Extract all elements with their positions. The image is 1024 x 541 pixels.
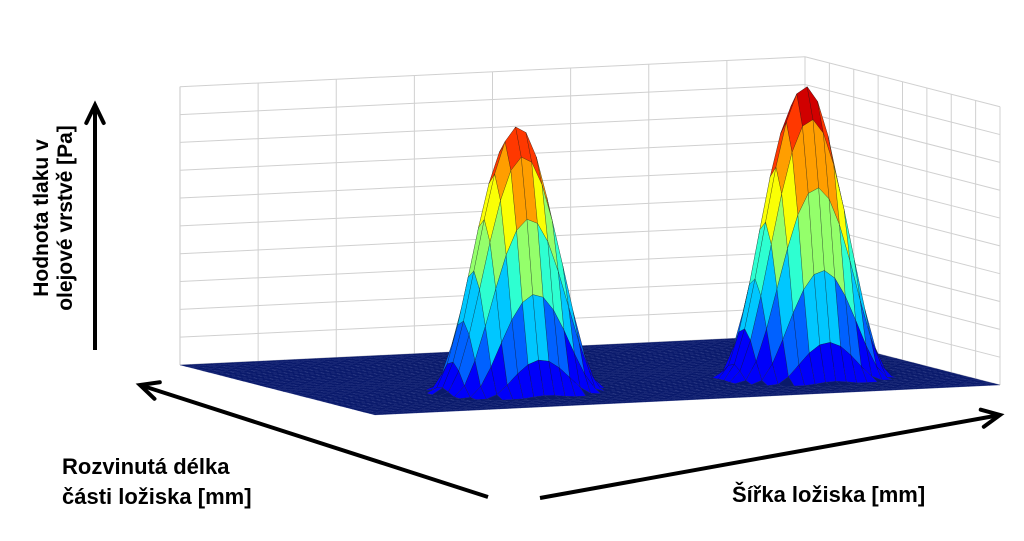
z-axis-label-line-1: Hodnota tlaku v bbox=[30, 139, 53, 297]
grid-line bbox=[804, 84, 1001, 136]
surface bbox=[179, 85, 1001, 416]
grid-line bbox=[179, 139, 806, 171]
grid-line bbox=[804, 167, 1001, 219]
grid-line bbox=[804, 139, 1001, 191]
z-axis-arrow-head bbox=[84, 100, 106, 126]
y-axis-label: Šířka ložiska [mm] bbox=[732, 482, 926, 507]
x-axis-arrow bbox=[139, 383, 489, 499]
grid-line bbox=[804, 56, 1001, 108]
y-axis-arrow bbox=[539, 413, 1001, 500]
x-axis-arrow-head bbox=[135, 380, 162, 401]
x-axis-label-line-1: Rozvinutá délka bbox=[62, 454, 230, 479]
grid-line bbox=[179, 111, 806, 143]
grid-line bbox=[179, 84, 806, 116]
z-axis-label: Hodnota tlaku v olejové vrstvě [Pa] bbox=[30, 88, 78, 348]
x-axis-label: Rozvinutá délka části ložiska [mm] bbox=[62, 452, 252, 512]
y-axis-arrow-head bbox=[978, 407, 1005, 429]
surface-facet bbox=[983, 383, 1001, 386]
axis-arrows bbox=[84, 100, 1005, 500]
grid-line bbox=[804, 111, 1001, 163]
x-axis-label-line-2: části ložiska [mm] bbox=[62, 484, 252, 509]
grid-line bbox=[179, 56, 806, 88]
z-axis-label-line-2: olejové vrstvě [Pa] bbox=[54, 125, 77, 311]
